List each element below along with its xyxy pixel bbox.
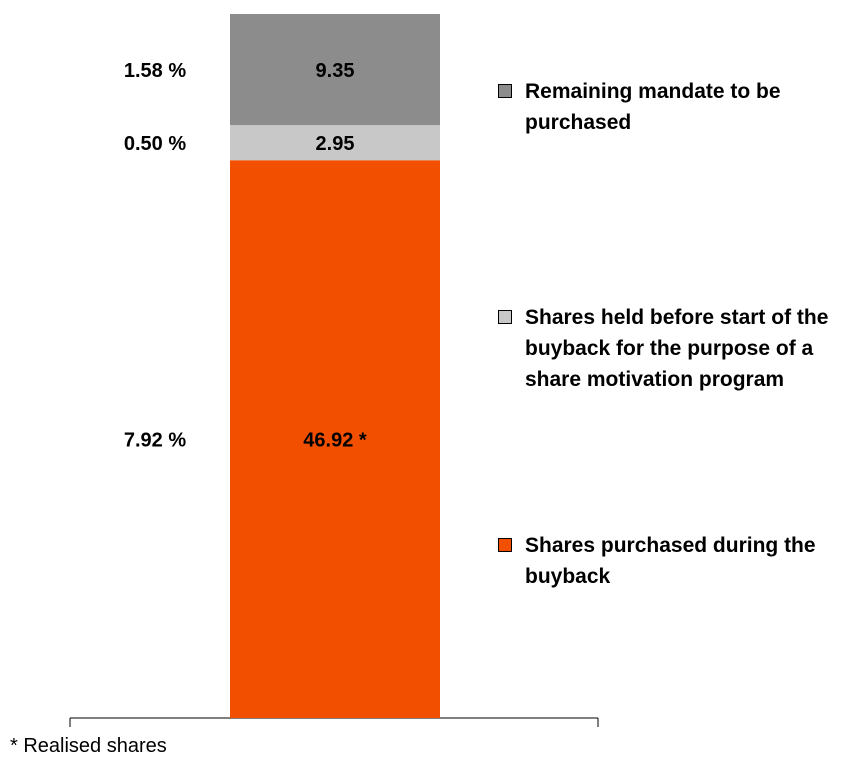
percent-label: 7.92 % xyxy=(124,429,186,451)
bar-segment xyxy=(230,14,440,126)
bar-segment xyxy=(230,160,440,718)
legend-swatch xyxy=(498,310,512,324)
legend-label: Remaining mandate to be purchased xyxy=(525,80,781,134)
legend-swatch xyxy=(498,84,512,98)
legend-item: Remaining mandate to be purchased xyxy=(498,76,848,138)
legend-label: Shares held before start of the buyback … xyxy=(525,306,829,391)
value-label: 46.92 * xyxy=(303,429,367,451)
percent-label: 0.50 % xyxy=(124,133,186,155)
legend-item: Shares purchased during the buyback xyxy=(498,530,848,592)
legend-item: Shares held before start of the buyback … xyxy=(498,302,848,395)
bar-segment xyxy=(230,125,440,161)
value-label: 9.35 xyxy=(316,60,355,82)
value-label: 2.95 xyxy=(316,133,355,155)
footnote: * Realised shares xyxy=(10,735,167,757)
percent-label: 1.58 % xyxy=(124,60,186,82)
legend-label: Shares purchased during the buyback xyxy=(525,534,816,588)
legend-swatch xyxy=(498,538,512,552)
